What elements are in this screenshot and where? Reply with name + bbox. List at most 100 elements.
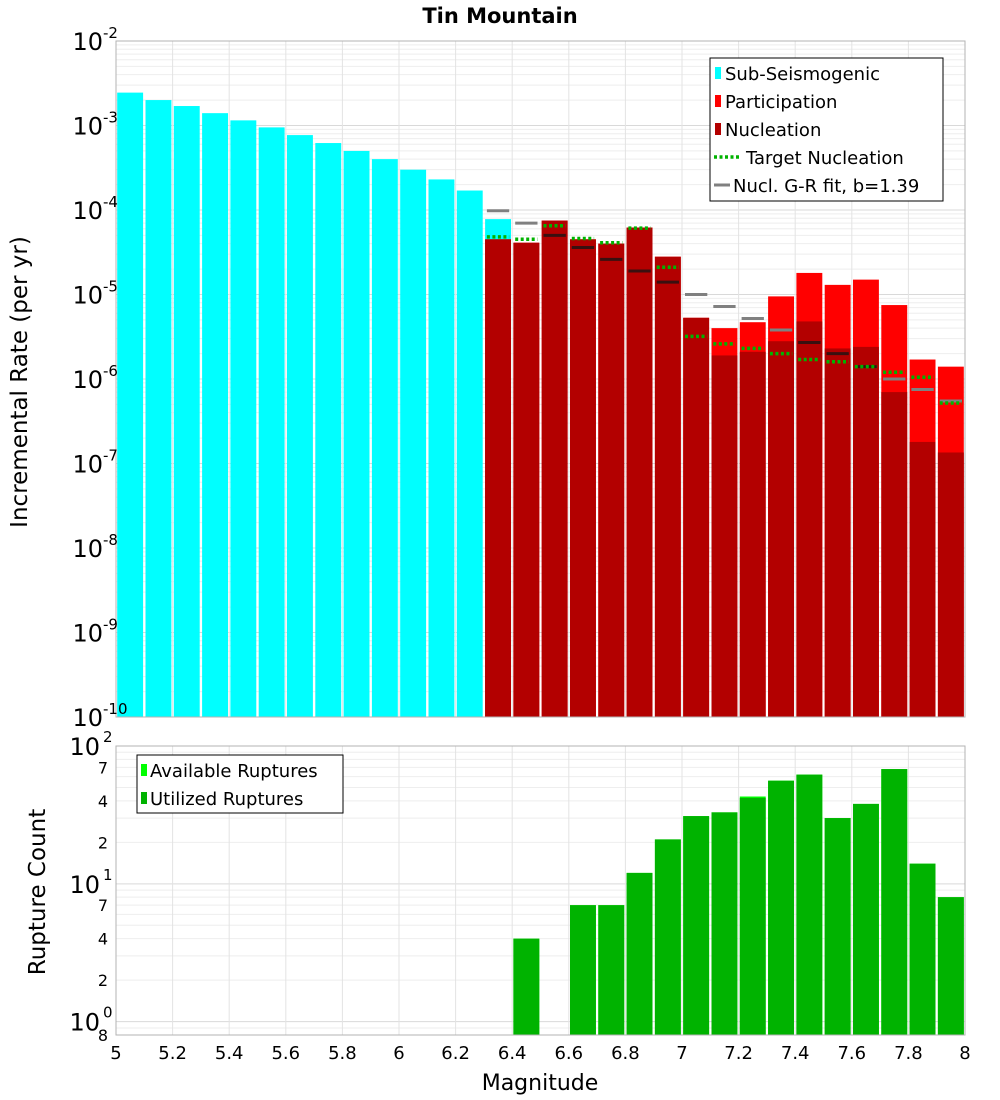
bar-sub-seismogenic xyxy=(343,150,370,718)
bar-nucleation xyxy=(654,256,681,717)
bar-utilized-ruptures xyxy=(937,897,964,1035)
bar-sub-seismogenic xyxy=(287,135,313,717)
bottom-bars xyxy=(513,769,964,1035)
top-y-tick: 10 -3 xyxy=(72,109,118,141)
legend-label-utilized: Utilized Ruptures xyxy=(150,789,303,810)
bar-nucleation xyxy=(768,341,794,717)
top-y-tick-base: 10 xyxy=(72,535,103,563)
bar-nucleation xyxy=(711,355,738,717)
top-y-tick: 10 -6 xyxy=(72,362,118,394)
bar-utilized-ruptures xyxy=(598,905,625,1035)
top-y-tick-base: 10 xyxy=(72,620,103,648)
bar-utilized-ruptures xyxy=(626,872,653,1035)
bar-utilized-ruptures xyxy=(654,839,681,1035)
top-y-tick: 10 -7 xyxy=(72,447,118,479)
bar-sub-seismogenic xyxy=(117,92,144,717)
top-legend: Sub-Seismogenic Participation Nucleation… xyxy=(709,57,944,202)
legend-label-available: Available Ruptures xyxy=(150,761,318,782)
top-y-tick-exponent: -2 xyxy=(103,24,118,42)
top-y-tick: 10 -2 xyxy=(72,24,118,56)
bar-utilized-ruptures xyxy=(909,863,936,1035)
bar-sub-seismogenic xyxy=(315,143,342,717)
bar-nucleation xyxy=(881,392,908,717)
top-y-tick: 10 -8 xyxy=(72,531,118,563)
top-legend-box xyxy=(709,57,944,202)
bar-sub-seismogenic xyxy=(258,127,285,718)
x-tick-label: 5.8 xyxy=(328,1043,357,1064)
bar-utilized-ruptures xyxy=(683,816,710,1035)
x-tick-label: 6.8 xyxy=(611,1043,640,1064)
bottom-y-tick: 10 0 xyxy=(69,1004,112,1037)
top-y-tick-exponent: -4 xyxy=(103,193,118,211)
bar-nucleation xyxy=(796,321,823,717)
bottom-y-axis-label: Rupture Count xyxy=(25,809,51,975)
top-y-tick-exponent: -5 xyxy=(103,278,118,296)
top-y-axis-label: Incremental Rate (per yr) xyxy=(7,236,33,528)
bar-nucleation xyxy=(513,242,540,717)
legend-label-sub-seismogenic: Sub-Seismogenic xyxy=(725,64,880,85)
bar-utilized-ruptures xyxy=(768,780,794,1035)
top-y-tick-exponent: -9 xyxy=(103,616,118,634)
legend-label-gr-fit: Nucl. G-R fit, b=1.39 xyxy=(733,176,919,197)
bar-nucleation xyxy=(824,348,851,717)
bottom-y-tick: 10 2 xyxy=(69,728,112,761)
legend-label-participation: Participation xyxy=(725,92,837,113)
top-y-tick: 10 -9 xyxy=(72,616,118,648)
top-y-tick-exponent: -10 xyxy=(103,700,128,718)
x-tick-label: 8 xyxy=(959,1043,970,1064)
x-tick-label: 6.6 xyxy=(554,1043,583,1064)
x-tick-label: 7 xyxy=(676,1043,687,1064)
top-y-tick-base: 10 xyxy=(72,366,103,394)
bottom-y-minor-tick: 2 xyxy=(98,971,108,990)
bar-utilized-ruptures xyxy=(570,905,596,1035)
bar-nucleation xyxy=(909,441,936,717)
x-tick-label: 5.4 xyxy=(215,1043,244,1064)
bottom-y-minor-tick: 4 xyxy=(98,792,108,811)
x-tick-label: 7.6 xyxy=(837,1043,866,1064)
bar-nucleation xyxy=(683,317,710,717)
bar-utilized-ruptures xyxy=(796,774,823,1035)
legend-swatch-utilized xyxy=(141,792,147,804)
bar-sub-seismogenic xyxy=(400,169,427,718)
bar-sub-seismogenic xyxy=(428,179,455,718)
bar-sub-seismogenic xyxy=(456,190,483,717)
bar-nucleation xyxy=(485,239,511,718)
top-gridlines xyxy=(115,41,966,718)
bar-utilized-ruptures xyxy=(739,797,766,1035)
bar-utilized-ruptures xyxy=(853,803,879,1035)
bar-sub-seismogenic xyxy=(202,113,228,718)
legend-swatch-sub-seismogenic xyxy=(715,67,721,79)
top-y-tick-exponent: -7 xyxy=(103,447,118,465)
bottom-legend: Available Ruptures Utilized Ruptures xyxy=(136,754,344,814)
bottom-y-minor-tick: 7 xyxy=(98,758,108,777)
legend-swatch-participation xyxy=(715,95,721,107)
bottom-y-tick-base: 10 xyxy=(69,733,100,761)
bottom-y-tick-base: 10 xyxy=(69,871,100,899)
x-tick-label: 7.2 xyxy=(724,1043,753,1064)
top-y-tick-exponent: -3 xyxy=(103,109,118,127)
top-bars xyxy=(117,92,964,718)
x-tick-label: 6 xyxy=(393,1043,404,1064)
bottom-y-minor-tick: 7 xyxy=(98,896,108,915)
x-tick-label: 6.4 xyxy=(498,1043,527,1064)
top-y-tick-base: 10 xyxy=(72,28,103,56)
top-y-tick-exponent: -6 xyxy=(103,362,118,380)
x-tick-label: 5 xyxy=(110,1043,121,1064)
x-axis-label: Magnitude xyxy=(482,1071,599,1096)
top-plot-frame xyxy=(115,40,966,718)
top-y-tick-base: 10 xyxy=(72,704,103,732)
bar-nucleation xyxy=(598,243,625,718)
top-line-markers xyxy=(486,209,962,405)
bottom-y-minor-tick: 8 xyxy=(98,1026,108,1045)
x-tick-label: 6.2 xyxy=(441,1043,470,1064)
legend-label-target-nucleation: Target Nucleation xyxy=(745,148,904,169)
bar-sub-seismogenic xyxy=(145,100,172,717)
bottom-y-tick: 10 1 xyxy=(69,866,112,899)
top-y-tick: 10 -5 xyxy=(72,278,118,310)
bottom-y-minor-tick: 2 xyxy=(98,833,108,852)
